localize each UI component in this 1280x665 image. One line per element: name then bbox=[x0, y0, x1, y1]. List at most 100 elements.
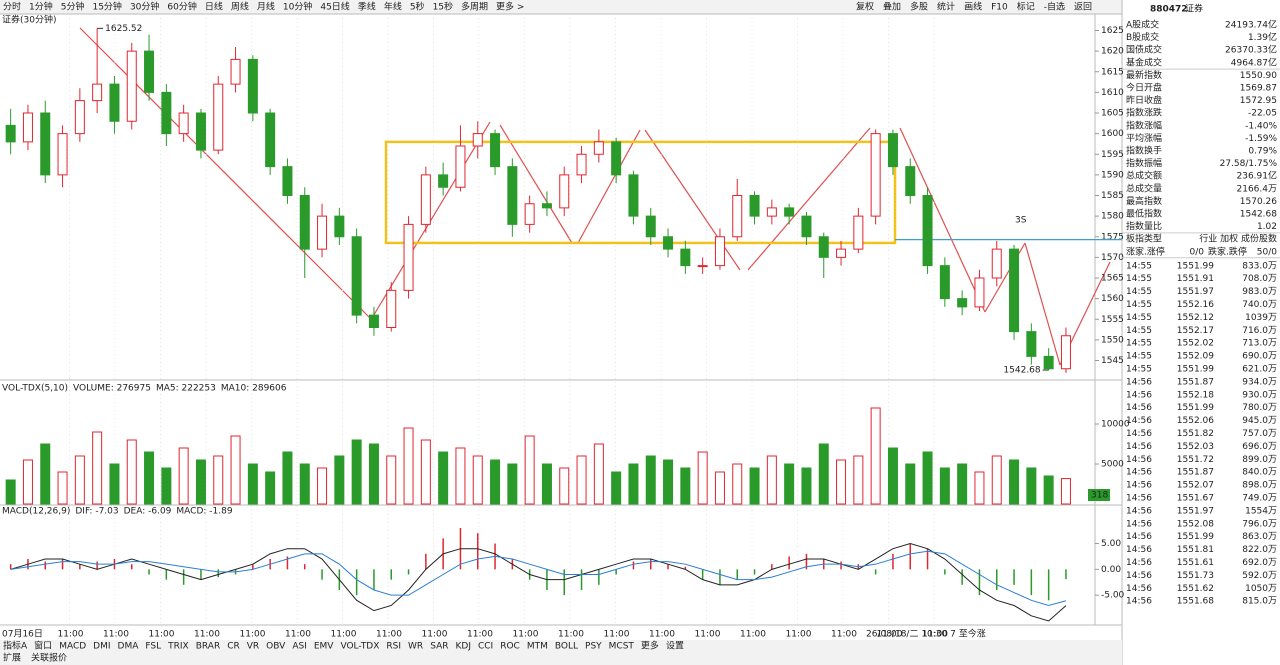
candle-body bbox=[351, 236, 362, 316]
period-tab[interactable]: 日线 bbox=[205, 1, 223, 13]
period-tab[interactable]: 5秒 bbox=[410, 1, 425, 13]
indicator-tab[interactable]: ROC bbox=[500, 642, 520, 652]
period-tab[interactable]: 45日线 bbox=[320, 1, 349, 13]
candle-body bbox=[991, 248, 1002, 279]
toolbar-bg bbox=[0, 0, 1122, 14]
indicator-tab[interactable]: WR bbox=[408, 642, 423, 652]
indicator-tab[interactable]: MACD bbox=[59, 642, 86, 652]
volume-bar bbox=[161, 467, 172, 505]
macd-header: DEA: -6.09 bbox=[124, 507, 172, 517]
y-tick-label: 1615 bbox=[1101, 67, 1124, 77]
panel-code: 880472 bbox=[1150, 5, 1188, 15]
tool-button[interactable]: 多股 bbox=[910, 1, 928, 13]
tool-button[interactable]: 画线 bbox=[964, 1, 982, 13]
indicator-tab[interactable]: PSY bbox=[585, 642, 602, 652]
indicator-tab[interactable]: RSI bbox=[386, 642, 401, 652]
indicator-tab[interactable]: BRAR bbox=[196, 642, 220, 652]
indicator-tab[interactable]: VR bbox=[247, 642, 259, 652]
macd-line bbox=[10, 543, 1067, 622]
period-tab[interactable]: 15分钟 bbox=[92, 1, 121, 13]
tool-button[interactable]: 复权 bbox=[856, 1, 874, 13]
period-tab[interactable]: 1分钟 bbox=[29, 1, 53, 13]
period-tab[interactable]: 更多 > bbox=[496, 1, 524, 13]
indicator-tab[interactable]: OBV bbox=[266, 642, 286, 652]
period-tab[interactable]: 分时 bbox=[3, 1, 21, 13]
indicator-tab[interactable]: 窗口 bbox=[34, 640, 52, 652]
indicator-tab[interactable]: 指标A bbox=[3, 640, 28, 652]
extreme-label: 1625.52 bbox=[105, 24, 142, 34]
tool-button[interactable]: 标记 bbox=[1017, 1, 1035, 13]
indicator-tab[interactable]: 更多 bbox=[641, 640, 659, 652]
y-tick-label: 1610 bbox=[1101, 88, 1124, 98]
indicator-tab[interactable]: KDJ bbox=[455, 642, 471, 652]
breadth: 0/0 bbox=[1190, 247, 1205, 257]
volume-bar bbox=[853, 455, 864, 505]
volume-header: MA5: 222253 bbox=[156, 384, 216, 394]
info-label: 今日开盘 bbox=[1126, 82, 1162, 94]
indicator-tab[interactable]: 设置 bbox=[666, 641, 684, 652]
breadth: 50/0 bbox=[1257, 247, 1277, 257]
trade-volume: 592.0万 bbox=[1242, 571, 1277, 581]
indicator-tab[interactable]: BOLL bbox=[555, 642, 578, 652]
tool-button[interactable]: 统计 bbox=[937, 1, 955, 13]
indicator-tab[interactable]: VOL-TDX bbox=[340, 642, 379, 652]
candle-body bbox=[732, 195, 743, 238]
trade-price: 1551.82 bbox=[1177, 429, 1214, 439]
period-tab[interactable]: 10分钟 bbox=[283, 1, 312, 13]
indicator-tab[interactable]: MCST bbox=[609, 642, 635, 652]
x-tick-label: 11:00 bbox=[376, 630, 402, 640]
tool-button[interactable]: 叠加 bbox=[883, 2, 901, 13]
candle-body bbox=[299, 195, 310, 250]
period-tab[interactable]: 月线 bbox=[257, 1, 275, 13]
indicator-tab[interactable]: CCI bbox=[478, 642, 493, 652]
trade-price: 1552.03 bbox=[1177, 442, 1214, 452]
period-tab[interactable]: 多周期 bbox=[461, 1, 488, 13]
macd-header: DIF: -7.03 bbox=[75, 507, 118, 517]
indicator-tab[interactable]: DMA bbox=[118, 642, 140, 652]
candle-body bbox=[628, 174, 639, 217]
trend-line bbox=[1024, 242, 1061, 366]
tool-button[interactable]: 返回 bbox=[1074, 1, 1092, 13]
candle-body bbox=[887, 133, 898, 168]
candle-body bbox=[334, 215, 345, 238]
bottom-tab[interactable]: 扩展 bbox=[3, 652, 21, 664]
trade-time: 14:55 bbox=[1126, 313, 1152, 323]
info-label: 指数涨幅 bbox=[1126, 119, 1162, 131]
indicator-tab[interactable]: SAR bbox=[430, 642, 448, 652]
period-tab[interactable]: 年线 bbox=[384, 1, 402, 13]
info-value: 1.02 bbox=[1257, 222, 1277, 232]
period-tab[interactable]: 5分钟 bbox=[61, 1, 85, 13]
macd-line bbox=[10, 550, 1067, 606]
indicator-tab[interactable]: CR bbox=[227, 642, 240, 652]
volume-bar bbox=[784, 463, 795, 505]
info-value: 1550.90 bbox=[1240, 71, 1277, 81]
candle-body bbox=[368, 314, 379, 328]
volume-bar bbox=[92, 431, 103, 505]
period-tab[interactable]: 30分钟 bbox=[130, 1, 159, 13]
tool-button[interactable]: -自选 bbox=[1044, 1, 1065, 13]
volume-bar bbox=[732, 463, 743, 505]
tool-button[interactable]: F10 bbox=[991, 3, 1008, 13]
period-tab[interactable]: 60分钟 bbox=[167, 1, 196, 13]
x-tick-label: 11:00 bbox=[922, 630, 948, 640]
candle-body bbox=[109, 83, 120, 122]
info-value: 1.39亿 bbox=[1248, 31, 1277, 43]
period-tab[interactable]: 季线 bbox=[358, 1, 376, 13]
trade-volume: 690.0万 bbox=[1242, 352, 1277, 362]
indicator-tab[interactable]: TRIX bbox=[167, 642, 189, 652]
indicator-tab[interactable]: MTM bbox=[527, 642, 548, 652]
indicator-tab[interactable]: DMI bbox=[93, 642, 110, 652]
trade-price: 1552.09 bbox=[1177, 352, 1214, 362]
period-tab[interactable]: 周线 bbox=[231, 1, 249, 13]
x-tick-label: 11:00 bbox=[331, 630, 357, 640]
volume-bar bbox=[403, 427, 414, 505]
x-tick-label: 26/08/18/二 10:30 7 至今涨 bbox=[866, 628, 986, 640]
indicator-tab[interactable]: EMV bbox=[314, 642, 334, 652]
bottom-tab[interactable]: 关联报价 bbox=[31, 652, 67, 664]
indicator-tab[interactable]: ASI bbox=[292, 642, 307, 652]
volume-bar bbox=[213, 455, 224, 505]
x-tick-label: 11:00 bbox=[604, 630, 630, 640]
period-tab[interactable]: 15秒 bbox=[433, 1, 453, 13]
candle-body bbox=[144, 50, 155, 93]
indicator-tab[interactable]: FSL bbox=[145, 642, 161, 652]
